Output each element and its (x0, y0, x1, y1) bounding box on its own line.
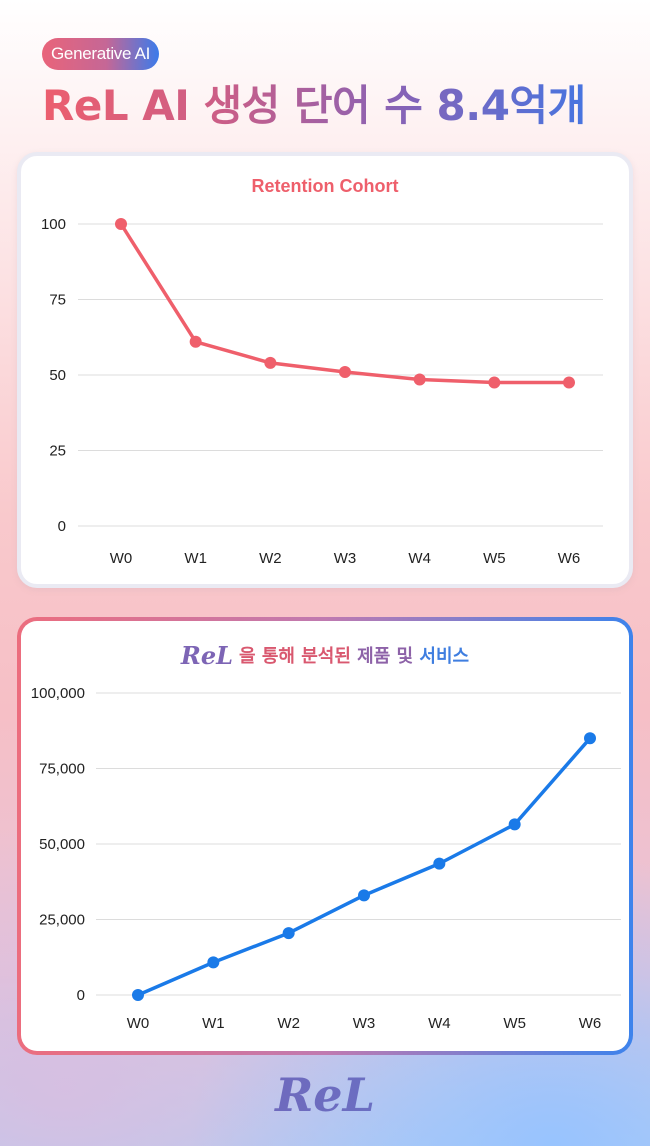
retention-xtick-label: W6 (558, 550, 581, 567)
retention-data-point (413, 373, 426, 386)
products-xtick-label: W1 (202, 1015, 225, 1032)
retention-data-point (115, 218, 127, 230)
rel-logo-small: ReL (180, 641, 233, 670)
retention-xtick-label: W4 (408, 550, 431, 567)
products-xtick-label: W5 (503, 1015, 526, 1032)
retention-chart-title: Retention Cohort (251, 176, 399, 196)
products-chart: 0 25,000 50,000 75,000 100,000 W0 W1 W2 W3 W4 W5 W6 (31, 685, 621, 1032)
title-part-2: 분석된 (301, 646, 358, 667)
retention-ytick-label: 25 (49, 443, 66, 460)
products-xtick-label: W4 (428, 1015, 451, 1032)
products-xtick-label: W0 (127, 1015, 150, 1032)
products-data-point (207, 956, 220, 969)
retention-xtick-label: W3 (334, 550, 357, 567)
products-ytick-label: 75,000 (39, 761, 85, 778)
products-xtick-label: W2 (277, 1015, 300, 1032)
rel-footer-logo: ReL (0, 1068, 650, 1122)
products-ytick-label: 0 (77, 987, 85, 1004)
retention-ytick-label: 100 (41, 216, 66, 233)
retention-data-point (563, 376, 575, 389)
products-data-point (433, 857, 446, 870)
retention-xtick-label: W1 (184, 550, 207, 567)
products-card: ReL 을 통해 분석된 제품 및 서비스 0 25,000 50,000 75,000… (17, 617, 633, 1055)
retention-chart: 0 25 50 75 100 W0 W1 W2 W3 W4 W5 W6 (41, 216, 603, 567)
title-part-4: 서비스 (419, 646, 470, 667)
generative-ai-badge: Generative AI (42, 38, 160, 70)
products-ytick-label: 100,000 (31, 685, 85, 702)
retention-data-point (189, 335, 202, 348)
products-xtick-label: W3 (353, 1015, 376, 1032)
title-part-1: 을 통해 (239, 646, 302, 667)
products-data-point (584, 732, 596, 745)
products-data-point (508, 818, 521, 831)
retention-xtick-label: W0 (110, 550, 133, 567)
products-ytick-label: 25,000 (39, 912, 85, 929)
page-title: ReL AI 생성 단어 수 8.4억개 (42, 80, 622, 132)
retention-ytick-label: 50 (49, 367, 66, 384)
retention-xtick-label: W5 (483, 550, 506, 567)
retention-series-line (119, 222, 571, 385)
products-chart-title: ReL 을 통해 분석된 제품 및 서비스 (21, 641, 629, 670)
products-data-point (132, 989, 144, 1001)
retention-card: Retention Cohort 0 25 50 75 100 W0 W1 W2 W3 W4 W5 W… (17, 152, 633, 588)
products-data-point (282, 927, 295, 940)
retention-xtick-label: W2 (259, 550, 282, 567)
products-series-line (136, 736, 592, 997)
products-xtick-label: W6 (579, 1015, 602, 1032)
retention-data-point (488, 376, 501, 389)
retention-data-point (339, 365, 351, 378)
retention-data-point (264, 356, 277, 369)
title-part-3: 제품 및 (357, 646, 420, 667)
retention-ytick-label: 0 (58, 518, 66, 535)
products-ytick-label: 50,000 (39, 836, 85, 853)
products-data-point (358, 889, 370, 902)
retention-ytick-label: 75 (49, 292, 66, 309)
